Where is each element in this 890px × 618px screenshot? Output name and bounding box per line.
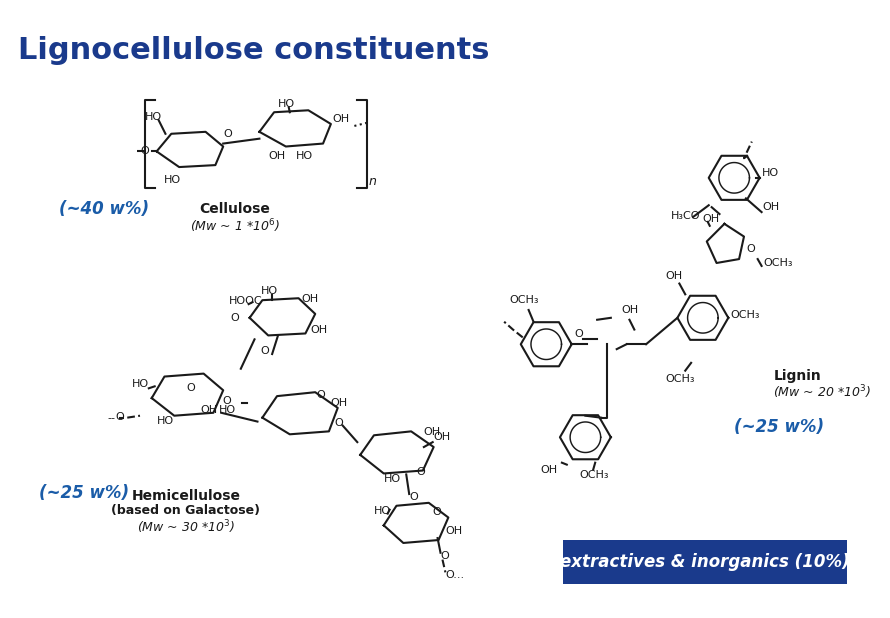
Text: OCH₃: OCH₃	[579, 470, 609, 480]
Text: OH: OH	[311, 324, 328, 334]
Text: OH: OH	[423, 428, 440, 438]
Text: (Mw ~ 20 *10$^3$): (Mw ~ 20 *10$^3$)	[773, 383, 871, 401]
Text: (~25 w%): (~25 w%)	[39, 485, 129, 502]
Text: HO: HO	[219, 405, 237, 415]
Text: OCH₃: OCH₃	[666, 373, 695, 384]
Text: OH: OH	[621, 305, 639, 315]
Text: HO: HO	[164, 175, 181, 185]
Text: n: n	[369, 175, 377, 188]
Text: HO: HO	[261, 287, 278, 297]
Text: Lignocellulose constituents: Lignocellulose constituents	[18, 36, 490, 65]
Text: HO: HO	[295, 151, 312, 161]
Text: HO: HO	[384, 475, 400, 485]
Text: --: --	[108, 413, 116, 423]
Text: OH: OH	[666, 271, 683, 281]
Text: HO: HO	[278, 98, 295, 109]
Text: OH: OH	[541, 465, 558, 475]
Text: O: O	[261, 346, 269, 356]
Text: OH: OH	[763, 202, 780, 212]
Text: O: O	[441, 551, 449, 561]
Text: OCH₃: OCH₃	[731, 310, 760, 320]
Text: (Mw ~ 1 *10$^6$): (Mw ~ 1 *10$^6$)	[190, 217, 280, 235]
Text: O...: O...	[445, 570, 465, 580]
Text: O: O	[409, 492, 418, 502]
Text: OH: OH	[433, 432, 451, 442]
Text: HO: HO	[132, 378, 150, 389]
Text: O: O	[575, 329, 583, 339]
Text: OH: OH	[703, 214, 720, 224]
Text: OCH₃: OCH₃	[509, 295, 538, 305]
Text: O: O	[416, 467, 425, 476]
Text: OH: OH	[302, 294, 319, 304]
Text: O: O	[433, 507, 441, 517]
Text: Hemicellulose: Hemicellulose	[132, 489, 240, 503]
Text: OH: OH	[269, 151, 286, 161]
Text: O: O	[316, 390, 325, 400]
Text: O: O	[223, 129, 232, 139]
Text: O: O	[746, 244, 755, 254]
Text: O: O	[116, 412, 125, 421]
Text: (~40 w%): (~40 w%)	[59, 200, 149, 218]
Text: OH: OH	[445, 526, 463, 536]
Text: HO: HO	[145, 112, 162, 122]
Text: O: O	[335, 418, 344, 428]
Text: OH: OH	[333, 114, 350, 124]
Text: OH: OH	[331, 398, 348, 408]
Text: HO: HO	[762, 168, 779, 178]
Text: O: O	[187, 383, 195, 393]
FancyBboxPatch shape	[562, 540, 846, 584]
Text: O: O	[140, 146, 149, 156]
Text: O: O	[231, 313, 239, 323]
Text: (Mw ~ 30 *10$^3$): (Mw ~ 30 *10$^3$)	[137, 519, 235, 536]
Text: OCH₃: OCH₃	[764, 258, 793, 268]
Text: OH: OH	[200, 405, 218, 415]
Text: H₃CO: H₃CO	[670, 211, 700, 221]
Text: extractives & inorganics (10%): extractives & inorganics (10%)	[560, 553, 850, 571]
Text: HOOC: HOOC	[229, 296, 263, 307]
Text: (based on Galactose): (based on Galactose)	[111, 504, 261, 517]
Text: HO: HO	[157, 416, 174, 426]
Text: O: O	[222, 396, 231, 406]
Text: Cellulose: Cellulose	[199, 202, 271, 216]
Text: HO: HO	[374, 506, 391, 516]
Text: Lignin: Lignin	[773, 369, 821, 383]
Text: (~25 w%): (~25 w%)	[734, 418, 824, 436]
